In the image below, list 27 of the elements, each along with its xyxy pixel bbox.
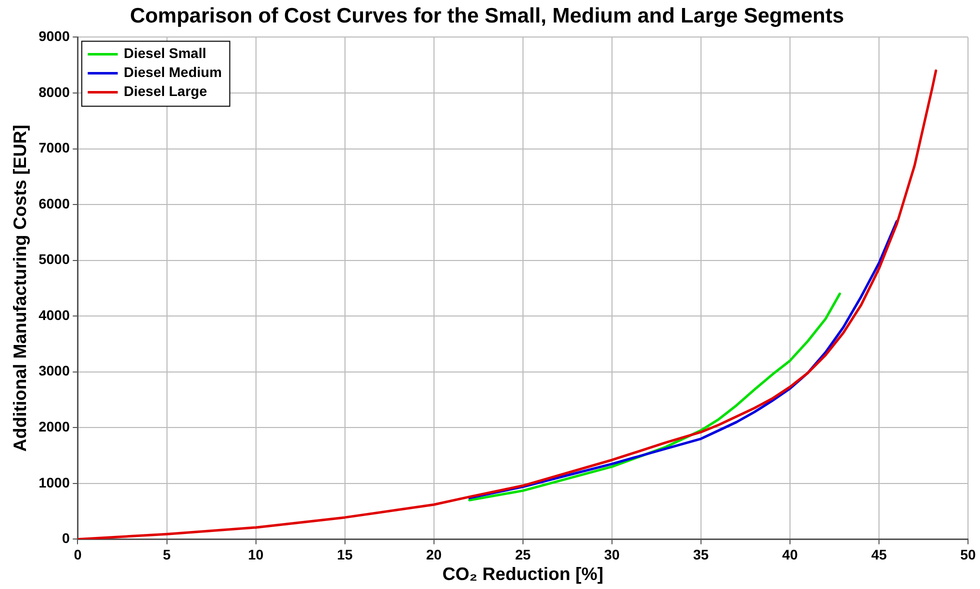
x-tick-label: 40 (782, 546, 798, 562)
y-tick-label: 4000 (38, 306, 70, 323)
x-tick-label: 30 (604, 546, 620, 562)
y-tick-label: 7000 (38, 140, 70, 156)
y-tick-label: 9000 (38, 28, 70, 44)
y-tick-label: 0 (62, 530, 70, 546)
y-axis-title: Additional Manufacturing Costs [EUR] (10, 124, 30, 452)
legend-label: Diesel Large (124, 83, 208, 100)
y-tick-label: 3000 (38, 362, 70, 379)
x-axis-title: CO₂ Reduction [%] (442, 564, 604, 584)
legend-label: Diesel Medium (124, 64, 222, 80)
y-tick-label: 6000 (38, 195, 70, 212)
y-tick-label: 8000 (38, 84, 70, 100)
x-tick-label: 0 (74, 546, 82, 562)
x-tick-label: 10 (248, 546, 264, 562)
x-tick-label: 45 (871, 546, 887, 562)
x-tick-label: 25 (515, 546, 531, 562)
chart-title: Comparison of Cost Curves for the Small, Medium and Large Segments (130, 4, 844, 28)
y-tick-label: 5000 (38, 251, 70, 268)
legend-label: Diesel Small (124, 45, 206, 62)
x-tick-label: 5 (162, 546, 171, 562)
y-tick-label: 1000 (38, 474, 70, 490)
x-tick-label: 50 (960, 546, 976, 562)
y-tick-label: 2000 (38, 418, 70, 435)
x-tick-label: 35 (693, 546, 709, 562)
x-tick-label: 15 (337, 546, 353, 562)
x-tick-label: 20 (426, 546, 442, 562)
